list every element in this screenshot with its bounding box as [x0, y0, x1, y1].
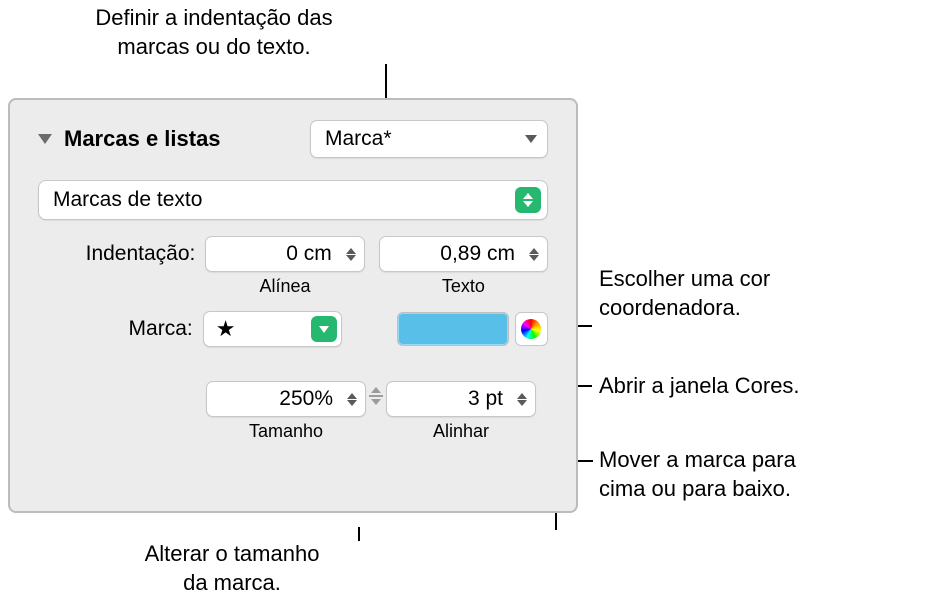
- bullet-label: Marca:: [38, 317, 193, 341]
- color-wheel-icon: [521, 319, 541, 339]
- bullet-type-popup[interactable]: Marcas de texto: [38, 180, 548, 220]
- indent-bullet-stepper[interactable]: 0 cm: [205, 236, 364, 272]
- popup-down-icon: [311, 316, 337, 342]
- popup-arrows-icon: [515, 187, 541, 213]
- align-value: 3 pt: [399, 387, 509, 411]
- callout-move: Mover a marca para cima ou para baixo.: [599, 446, 796, 503]
- size-stepper[interactable]: 250%: [206, 381, 366, 417]
- list-style-value: Marca*: [325, 127, 392, 151]
- indent-bullet-sublabel: Alínea: [205, 276, 364, 297]
- align-stepper[interactable]: 3 pt: [386, 381, 536, 417]
- callout-colors-window: Abrir a janela Cores.: [599, 372, 800, 401]
- size-value: 250%: [219, 387, 339, 411]
- callout-size: Alterar o tamanho da marca.: [102, 540, 362, 597]
- stepper-arrows-icon: [346, 248, 356, 261]
- size-sublabel: Tamanho: [206, 421, 366, 442]
- stepper-arrows-icon: [529, 248, 539, 261]
- indent-label: Indentação:: [38, 236, 195, 266]
- list-style-popup[interactable]: Marca*: [310, 120, 548, 158]
- format-panel: Marcas e listas Marca* Marcas de texto I…: [8, 98, 578, 513]
- bullet-symbol: ★: [216, 316, 236, 342]
- color-well[interactable]: [397, 312, 509, 346]
- vertical-drag-icon: [366, 387, 386, 405]
- callout-indent: Definir a indentação das marcas ou do te…: [64, 4, 364, 61]
- callout-line-size-v: [358, 527, 360, 541]
- section-title: Marcas e listas: [64, 126, 221, 152]
- stepper-arrows-icon: [347, 393, 357, 406]
- indent-bullet-value: 0 cm: [218, 242, 337, 266]
- disclosure-triangle-icon[interactable]: [38, 134, 52, 144]
- bullet-type-value: Marcas de texto: [53, 188, 509, 212]
- callout-color: Escolher uma cor coordenadora.: [599, 265, 770, 322]
- indent-text-sublabel: Texto: [379, 276, 548, 297]
- color-wheel-button[interactable]: [515, 312, 548, 346]
- indent-text-value: 0,89 cm: [392, 242, 521, 266]
- stepper-arrows-icon: [517, 393, 527, 406]
- chevron-down-icon: [525, 135, 537, 143]
- align-sublabel: Alinhar: [386, 421, 536, 442]
- bullet-symbol-popup[interactable]: ★: [203, 311, 342, 347]
- indent-text-stepper[interactable]: 0,89 cm: [379, 236, 548, 272]
